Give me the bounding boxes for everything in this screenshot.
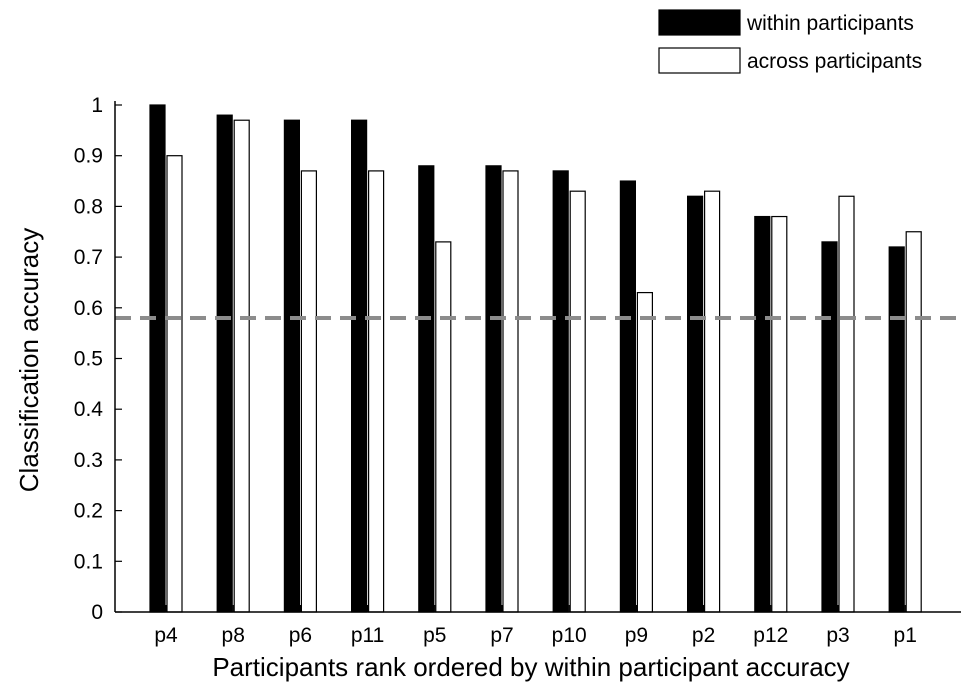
x-tick-label-p4: p4 (154, 624, 178, 647)
bar-across-p1 (905, 231, 922, 613)
bar-within-p3 (821, 241, 838, 613)
axes-layer: 0 0.1 0.2 0.3 0.4 0.5 0.6 0.7 0.8 0.9 1 p4 p8 p6 p11 p5… (74, 94, 961, 647)
bar-within-p9 (619, 180, 637, 613)
bar-within-p12 (754, 215, 771, 613)
bar-across-p9 (636, 291, 654, 613)
bar-within-p1 (888, 246, 905, 613)
x-tick-label-p7: p7 (490, 624, 513, 647)
y-tick-label: 0.4 (74, 398, 104, 421)
x-tick-label-p8: p8 (222, 624, 245, 647)
bar-across-p2 (703, 190, 721, 613)
bar-across-p4 (166, 155, 183, 613)
bar-across-p12 (771, 215, 788, 613)
bar-across-p5 (435, 241, 452, 613)
y-tick-label: 0.3 (74, 449, 103, 472)
bar-across-p7 (502, 170, 519, 613)
bar-within-p7 (485, 165, 502, 613)
y-tick-label: 0.6 (74, 297, 103, 320)
legend-label-within: within participants (746, 12, 914, 35)
y-axis-label: Classification accuracy (14, 228, 44, 492)
bar-within-p8 (216, 114, 233, 613)
bar-within-p2 (686, 195, 704, 613)
legend-swatch-across (658, 47, 741, 74)
bar-within-p5 (418, 165, 435, 613)
y-tick-label: 0.1 (74, 550, 103, 573)
y-tick-label: 0 (91, 601, 103, 624)
x-axis-label: Participants rank ordered by within part… (212, 652, 849, 682)
x-tick-label-p12: p12 (753, 624, 788, 647)
x-tick-label-p6: p6 (289, 624, 312, 647)
bar-across-p3 (838, 195, 855, 613)
bar-across-p11 (368, 170, 385, 613)
x-tick-label-p1: p1 (894, 624, 917, 647)
x-tick-label-p11: p11 (351, 624, 384, 647)
x-tick-label-p10: p10 (552, 624, 587, 647)
bar-across-p8 (233, 119, 250, 613)
legend-swatch-within (658, 9, 741, 36)
bar-within-p11 (351, 119, 368, 613)
x-tick-label-p9: p9 (625, 624, 648, 647)
bar-within-p6 (283, 119, 300, 613)
bar-within-p4 (149, 104, 166, 613)
y-tick-label: 0.8 (74, 195, 103, 218)
y-tick-label: 0.5 (74, 348, 103, 371)
y-tick-label: 1 (91, 94, 103, 117)
bar-across-p6 (300, 170, 317, 613)
y-tick-label: 0.2 (74, 500, 103, 523)
legend: within participants across participants (658, 9, 922, 74)
y-tick-label: 0.7 (74, 246, 103, 269)
x-tick-label-p5: p5 (423, 624, 446, 647)
x-tick-label-p2: p2 (692, 624, 715, 647)
bar-within-p10 (552, 170, 569, 613)
legend-label-across: across participants (747, 50, 922, 73)
y-tick-label: 0.9 (74, 145, 103, 168)
bars-layer (149, 104, 922, 613)
x-tick-label-p3: p3 (826, 624, 849, 647)
bar-across-p10 (569, 190, 586, 613)
